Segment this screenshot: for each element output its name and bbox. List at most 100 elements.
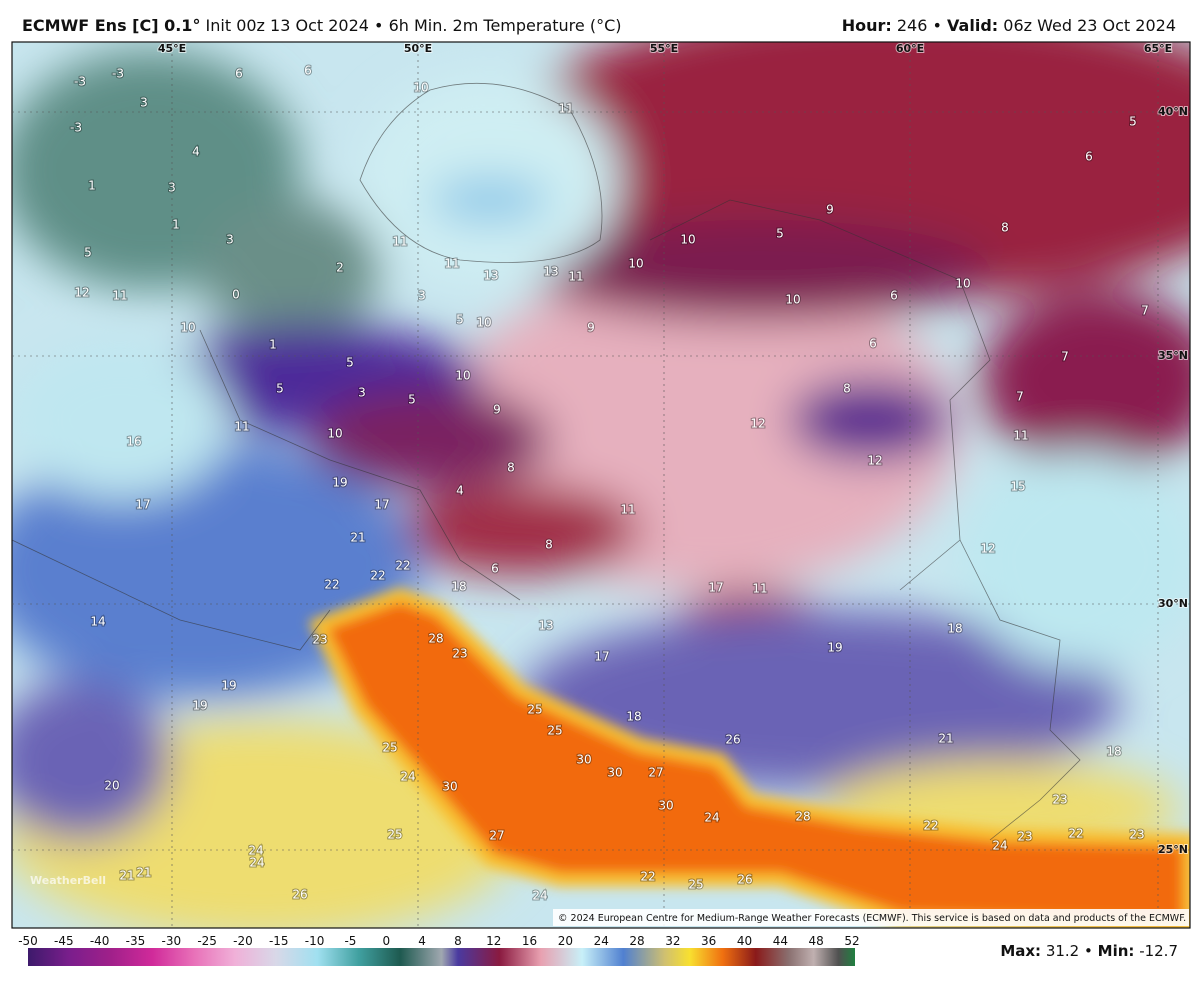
colorbar-tick-label: 12 [486,934,501,948]
temperature-label: 23 [452,647,467,661]
temperature-label: 10 [680,233,695,247]
temperature-label: 16 [126,435,141,449]
temperature-label: 23 [312,633,327,647]
map-field [12,42,1190,928]
temperature-label: 7 [1016,390,1024,404]
colorbar-tick-label: 32 [665,934,680,948]
temperature-label: 6 [304,64,312,78]
colorbar-tick-label: 28 [629,934,644,948]
temperature-label: 6 [491,562,499,576]
temperature-label: 10 [455,369,470,383]
max: 31.2 [1045,942,1080,960]
temperature-label: 21 [350,531,365,545]
temperature-label: 7 [1141,304,1149,318]
min: -12.7 [1139,942,1178,960]
temperature-label: 17 [135,498,150,512]
colorbar-tick-label: -50 [18,934,38,948]
temperature-label: 8 [507,461,515,475]
temperature-label: 1 [172,218,180,232]
temperature-label: 24 [532,889,547,903]
temperature-label: 2 [336,261,344,275]
colorbar-tick-label: 8 [454,934,462,948]
temperature-label: 6 [1085,150,1093,164]
temperature-label: 11 [112,289,127,303]
temperature-label: 10 [955,277,970,291]
hour: 246 [896,16,928,35]
temperature-label: 28 [795,810,810,824]
temperature-label: 24 [249,856,264,870]
temperature-label: 30 [658,799,673,813]
temperature-label: 18 [451,580,466,594]
colorbar-tick-label: -35 [126,934,146,948]
colorbar-tick-label: -5 [344,934,356,948]
temperature-label: 14 [90,615,105,629]
temperature-label: 11 [620,503,635,517]
temperature-label: 24 [248,844,263,858]
min-label: Min: [1097,942,1135,960]
temperature-label: 25 [387,828,402,842]
model: ECMWF Ens [C] 0.1° [22,16,201,35]
temperature-label: -3 [112,67,124,81]
temperature-label: 30 [607,766,622,780]
temperature-label: 20 [104,779,119,793]
temperature-label: 19 [827,641,842,655]
copyright: © 2024 European Centre for Medium-Range … [558,913,1186,924]
temperature-label: 22 [395,559,410,573]
temperature-label: 9 [826,203,834,217]
temperature-label: 11 [568,270,583,284]
colorbar-tick-label: 20 [558,934,573,948]
max-label: Max: [1000,942,1042,960]
temperature-label: -3 [74,75,86,89]
temperature-label: 11 [752,582,767,596]
temperature-label: 3 [140,96,148,110]
temperature-label: 8 [843,382,851,396]
temperature-label: 6 [869,337,877,351]
temperature-label: 1 [88,179,96,193]
temperature-label: 17 [594,650,609,664]
temperature-label: 24 [704,811,719,825]
temperature-label: 10 [327,427,342,441]
map-frame [11,41,1191,929]
bullet: • [1084,942,1093,960]
temperature-label: 11 [444,257,459,271]
temperature-label: 27 [489,829,504,843]
temperature-label: 4 [456,484,464,498]
temperature-label: 21 [938,732,953,746]
colorbar-tick-label: -15 [269,934,289,948]
temperature-label: 6 [890,289,898,303]
colorbar-tick-label: -30 [161,934,181,948]
temperature-label: 24 [400,770,415,784]
temperature-label: 17 [708,581,723,595]
temperature-label: 10 [628,257,643,271]
temperature-label: 22 [1068,827,1083,841]
temperature-label: 21 [119,869,134,883]
temperature-label: 19 [332,476,347,490]
temperature-label: -3 [70,121,82,135]
colorbar-tick-label: 0 [382,934,390,948]
temperature-label: 22 [324,578,339,592]
temperature-label: 19 [221,679,236,693]
temperature-label: 8 [545,538,553,552]
temperature-label: 10 [180,321,195,335]
temperature-label: 23 [1052,793,1067,807]
latitude-label: 25°N [1158,843,1188,856]
temperature-label: 18 [626,710,641,724]
temperature-label: 12 [74,286,89,300]
temperature-label: 12 [980,542,995,556]
temperature-label: 30 [442,780,457,794]
temperature-label: 5 [84,246,92,260]
temperature-label: 12 [750,417,765,431]
temperature-label: 24 [992,839,1007,853]
temperature-label: 19 [192,699,207,713]
temperature-label: 10 [413,81,428,95]
temperature-label: 13 [483,269,498,283]
colorbar-tick-label: 40 [737,934,752,948]
temperature-label: 5 [776,227,784,241]
colorbar-tick-label: -10 [305,934,325,948]
temperature-label: 6 [235,67,243,81]
temperature-label: 5 [408,393,416,407]
subtitle: Init 00z 13 Oct 2024 • 6h Min. 2m Temper… [205,16,622,35]
colorbar-tick-label: -40 [90,934,110,948]
